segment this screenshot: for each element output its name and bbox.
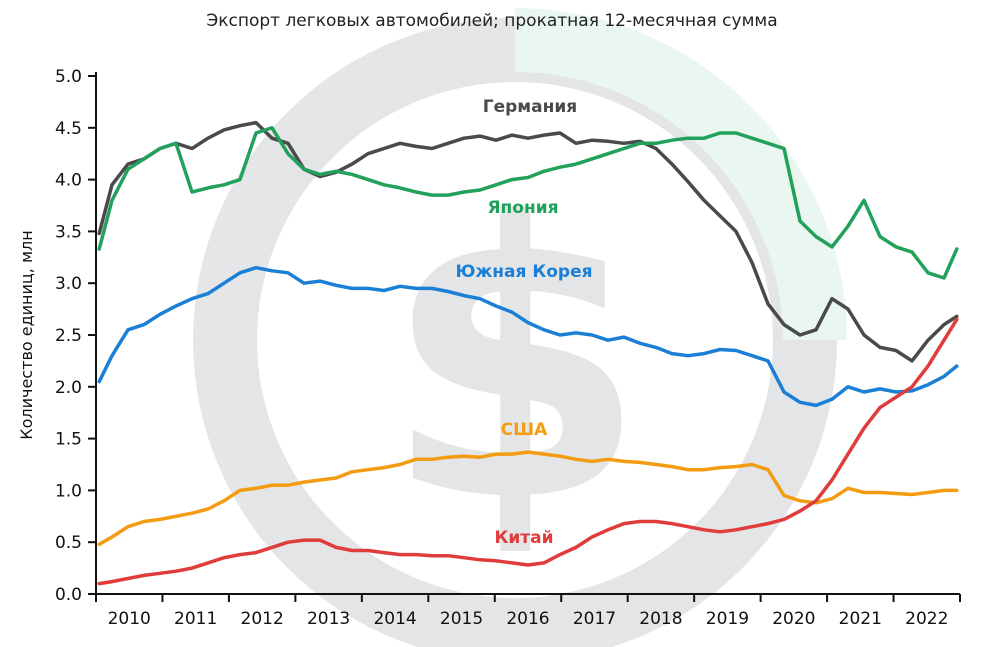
series-label-china: Китай — [494, 528, 553, 548]
y-tick-label: 0.5 — [55, 533, 82, 553]
y-axis-label: Количество единиц, млн — [17, 230, 36, 439]
series-label-south-korea: Южная Корея — [455, 262, 592, 282]
y-tick-label: 4.5 — [55, 119, 82, 139]
x-tick-label: 2021 — [839, 609, 882, 629]
y-ticks: 0.0 0.5 1.0 1.5 2.0 2.5 3.0 3.5 4.0 4.5 5.0 — [55, 67, 96, 605]
x-ticks: 2010 2011 2012 2013 2014 2015 2016 2017 2018 2019… — [95, 594, 961, 629]
y-tick-label: 0.0 — [55, 585, 82, 605]
x-tick-label: 2012 — [241, 609, 284, 629]
y-tick-label: 2.0 — [55, 378, 82, 398]
series-line-germany — [97, 120, 959, 363]
x-tick-label: 2022 — [905, 609, 948, 629]
series-line-south-korea — [97, 265, 959, 408]
x-tick-label: 2016 — [506, 609, 549, 629]
series-label-japan: Япония — [487, 198, 558, 218]
x-tick-label: 2018 — [639, 609, 682, 629]
y-tick-label: 4.0 — [55, 171, 82, 191]
series-lines — [97, 120, 959, 586]
series-label-germany: Германия — [483, 97, 577, 117]
y-tick-label: 3.0 — [55, 274, 82, 294]
x-tick-label: 2015 — [440, 609, 483, 629]
dollar-watermark-icon: $ — [193, 8, 847, 647]
y-tick-label: 3.5 — [55, 222, 82, 242]
y-tick-label: 2.5 — [55, 326, 82, 346]
y-tick-label: 1.5 — [55, 430, 82, 450]
x-tick-label: 2014 — [373, 609, 416, 629]
axes — [95, 72, 960, 595]
x-tick-label: 2020 — [772, 609, 815, 629]
series-line-japan — [97, 126, 959, 280]
y-tick-label: 5.0 — [55, 67, 82, 87]
series-line-china — [97, 317, 959, 586]
svg-text:$: $ — [383, 142, 647, 585]
x-tick-label: 2011 — [174, 609, 217, 629]
x-tick-label: 2010 — [108, 609, 151, 629]
y-tick-label: 1.0 — [55, 481, 82, 501]
x-tick-label: 2017 — [573, 609, 616, 629]
series-label-usa: США — [501, 420, 548, 440]
x-tick-label: 2019 — [706, 609, 749, 629]
chart-title: Экспорт легковых автомобилей; прокатная … — [206, 11, 777, 31]
x-tick-label: 2013 — [307, 609, 350, 629]
